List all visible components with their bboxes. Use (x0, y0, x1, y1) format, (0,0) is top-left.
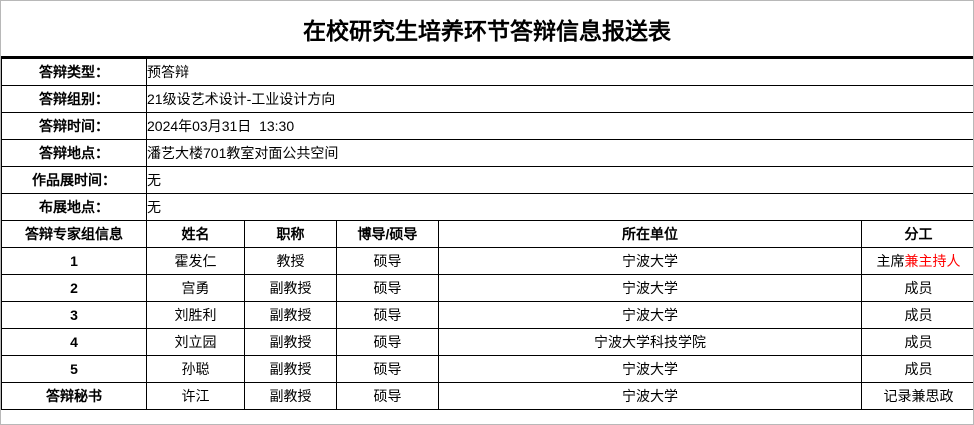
expert-unit-cell: 宁波大学科技学院 (438, 328, 862, 356)
expert-seq-cell: 5 (1, 355, 147, 383)
expert-row: 1 霍发仁 教授 硕导 宁波大学 主席兼主持人 (1, 247, 973, 275)
expert-title-cell: 教授 (244, 247, 337, 275)
expert-title-cell: 副教授 (244, 328, 337, 356)
expert-supervisor-cell: 硕导 (336, 355, 439, 383)
info-row: 答辩时间： 2024年03月31日 13:30 (1, 112, 973, 140)
info-label-cell: 答辩时间： (1, 112, 147, 140)
expert-seq-cell: 1 (1, 247, 147, 275)
info-label-cell: 答辩组别： (1, 85, 147, 113)
role-text: 成员 (904, 334, 933, 350)
expert-supervisor-cell: 硕导 (336, 247, 439, 275)
info-value-cell: 2024年03月31日 13:30 (145, 112, 973, 140)
column-header-supervisor: 博导/硕导 (336, 220, 439, 248)
expert-unit-cell: 宁波大学 (438, 355, 862, 383)
info-row: 答辩地点： 潘艺大楼701教室对面公共空间 (1, 139, 973, 167)
expert-title-cell: 副教授 (244, 301, 337, 329)
expert-name-cell: 孙聪 (146, 355, 245, 383)
expert-row: 4 刘立园 副教授 硕导 宁波大学科技学院 成员 (1, 328, 973, 356)
expert-name-cell: 宫勇 (146, 274, 245, 302)
column-header-title: 职称 (244, 220, 337, 248)
info-row: 答辩类型： 预答辩 (1, 58, 973, 86)
role-red-text: 兼主持人 (904, 253, 961, 269)
info-label-cell: 答辩地点： (1, 139, 147, 167)
expert-role-cell: 成员 (860, 355, 973, 383)
expert-row: 答辩秘书 许江 副教授 硕导 宁波大学 记录兼思政 (1, 382, 973, 410)
expert-title-cell: 副教授 (244, 355, 337, 383)
expert-seq-cell: 2 (1, 274, 147, 302)
info-value-cell: 潘艺大楼701教室对面公共空间 (145, 139, 973, 167)
expert-row: 2 宫勇 副教授 硕导 宁波大学 成员 (1, 274, 973, 302)
info-row: 答辩组别： 21级设艺术设计-工业设计方向 (1, 85, 973, 113)
role-text: 成员 (904, 361, 933, 377)
info-row: 布展地点： 无 (1, 193, 973, 221)
expert-seq-cell: 4 (1, 328, 147, 356)
expert-title-cell: 副教授 (244, 274, 337, 302)
expert-role-cell: 成员 (860, 274, 973, 302)
expert-seq-cell: 3 (1, 301, 147, 329)
expert-supervisor-cell: 硕导 (336, 328, 439, 356)
info-row: 作品展时间： 无 (1, 166, 973, 194)
expert-seq-cell: 答辩秘书 (1, 382, 147, 410)
role-text: 主席 (876, 253, 905, 269)
expert-name-cell: 刘立园 (146, 328, 245, 356)
expert-role-cell: 成员 (860, 301, 973, 329)
expert-role-cell: 记录兼思政 (860, 382, 973, 410)
expert-unit-cell: 宁波大学 (438, 247, 862, 275)
page-title: 在校研究生培养环节答辩信息报送表 (1, 1, 973, 58)
info-value-cell: 预答辩 (145, 58, 973, 86)
expert-unit-cell: 宁波大学 (438, 274, 862, 302)
role-text: 成员 (904, 307, 933, 323)
expert-role-cell: 成员 (860, 328, 973, 356)
expert-supervisor-cell: 硕导 (336, 382, 439, 410)
expert-supervisor-cell: 硕导 (336, 274, 439, 302)
info-value-cell: 21级设艺术设计-工业设计方向 (145, 85, 973, 113)
info-label-cell: 布展地点： (1, 193, 147, 221)
expert-unit-cell: 宁波大学 (438, 382, 862, 410)
expert-group-header-cell: 答辩专家组信息 (1, 220, 147, 248)
column-header-unit: 所在单位 (438, 220, 862, 248)
expert-header-row: 答辩专家组信息 姓名 职称 博导/硕导 所在单位 分工 (1, 220, 973, 248)
info-value-cell: 无 (145, 166, 973, 194)
info-label-cell: 答辩类型： (1, 58, 147, 86)
info-value-cell: 无 (145, 193, 973, 221)
expert-supervisor-cell: 硕导 (336, 301, 439, 329)
expert-row: 3 刘胜利 副教授 硕导 宁波大学 成员 (1, 301, 973, 329)
defense-info-table: 答辩类型： 预答辩 答辩组别： 21级设艺术设计-工业设计方向 答辩时间： 20… (1, 58, 973, 410)
expert-role-cell: 主席兼主持人 (860, 247, 973, 275)
expert-name-cell: 霍发仁 (146, 247, 245, 275)
role-text: 记录兼思政 (883, 388, 954, 404)
role-text: 成员 (904, 280, 933, 296)
expert-name-cell: 许江 (146, 382, 245, 410)
expert-unit-cell: 宁波大学 (438, 301, 862, 329)
column-header-role: 分工 (860, 220, 973, 248)
info-label-cell: 作品展时间： (1, 166, 147, 194)
expert-row: 5 孙聪 副教授 硕导 宁波大学 成员 (1, 355, 973, 383)
column-header-name: 姓名 (146, 220, 245, 248)
expert-title-cell: 副教授 (244, 382, 337, 410)
expert-name-cell: 刘胜利 (146, 301, 245, 329)
